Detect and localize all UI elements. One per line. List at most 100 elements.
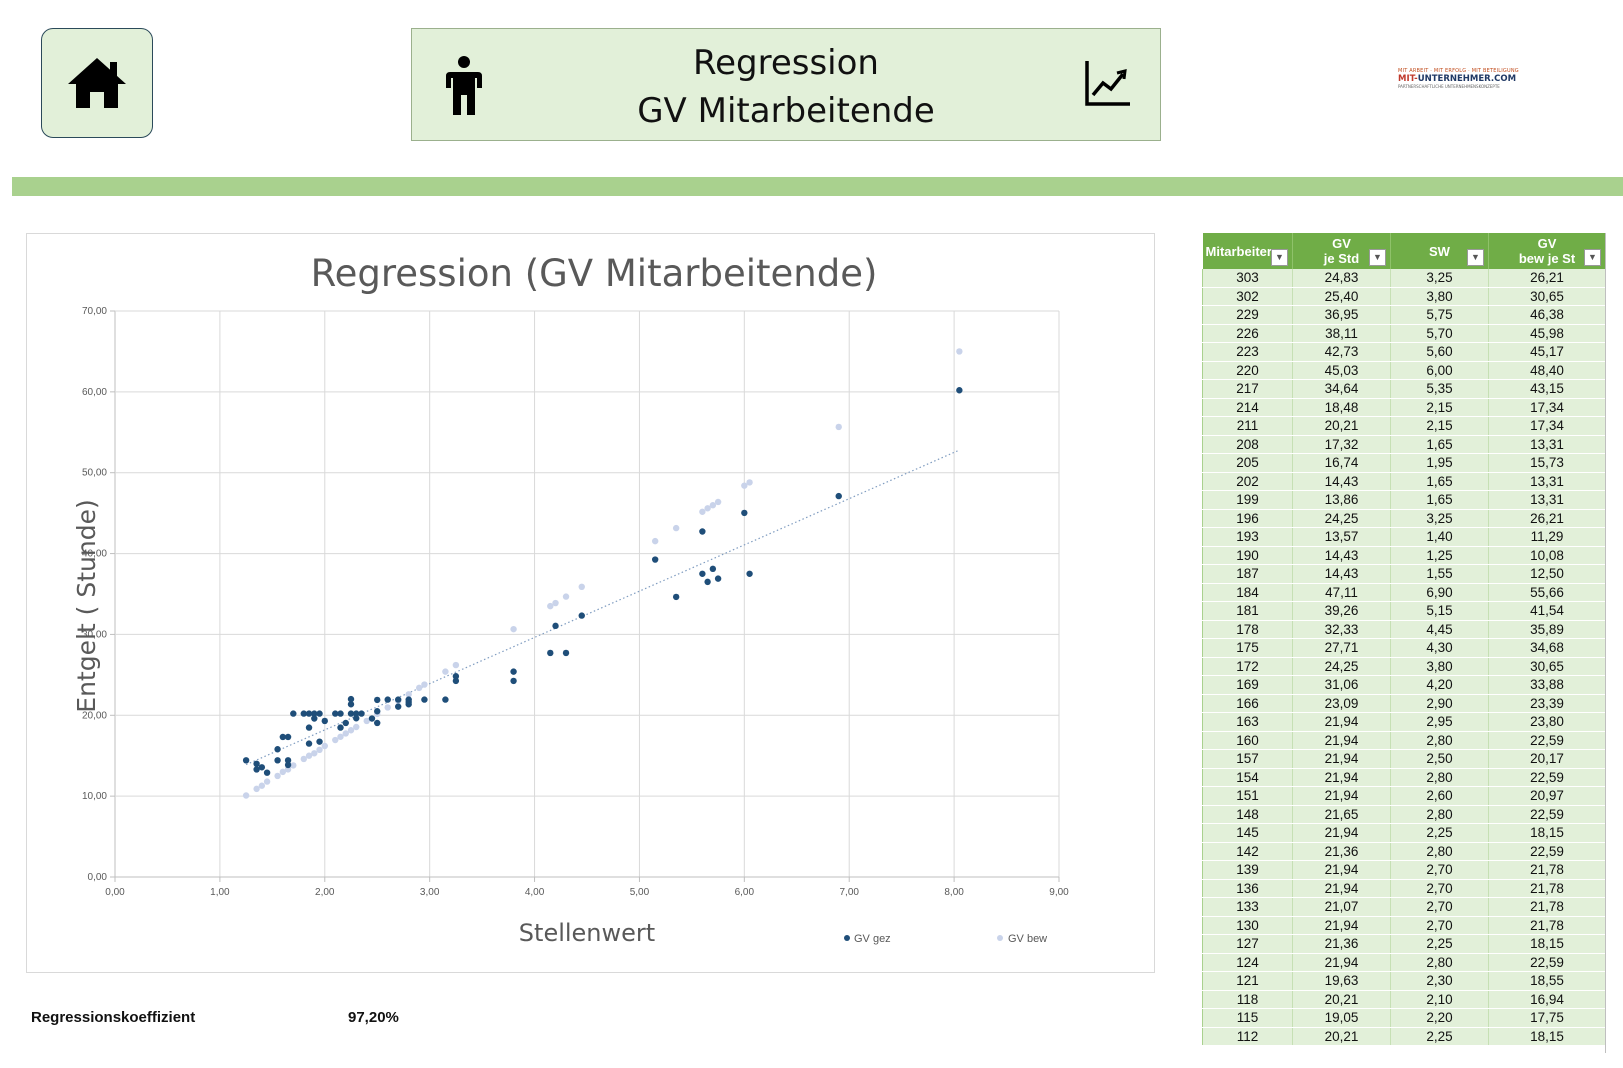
table-cell[interactable]: 38,11 <box>1292 324 1391 343</box>
data-point-gv-gez[interactable] <box>321 717 328 725</box>
data-point-gv-bew[interactable] <box>835 423 842 431</box>
data-point-gv-gez[interactable] <box>242 757 250 764</box>
data-point-gv-gez[interactable] <box>405 698 412 706</box>
table-row[interactable]: 175 27,71 4,30 34,68 <box>1202 638 1605 658</box>
table-cell[interactable]: 1,25 <box>1390 546 1489 565</box>
table-cell[interactable]: 39,26 <box>1292 601 1391 621</box>
table-cell[interactable]: 13,57 <box>1292 527 1391 547</box>
table-cell[interactable]: 21,94 <box>1292 860 1391 880</box>
table-cell[interactable]: 43,15 <box>1488 379 1605 399</box>
data-point-gv-bew[interactable] <box>741 482 748 489</box>
data-point-gv-gez[interactable] <box>311 715 318 722</box>
table-cell[interactable]: 18,15 <box>1488 1027 1605 1046</box>
table-cell[interactable]: 2,80 <box>1390 842 1489 861</box>
data-point-gv-gez[interactable] <box>305 724 313 731</box>
table-cell[interactable]: 26,21 <box>1488 269 1605 288</box>
table-cell[interactable]: 2,10 <box>1390 990 1489 1009</box>
table-cell[interactable]: 184 <box>1202 583 1293 602</box>
table-cell[interactable]: 22,59 <box>1488 953 1605 972</box>
table-cell[interactable]: 3,25 <box>1390 509 1489 528</box>
table-cell[interactable]: 175 <box>1202 638 1293 658</box>
table-cell[interactable]: 45,03 <box>1292 361 1391 380</box>
data-point-gv-gez[interactable] <box>547 649 554 657</box>
data-point-gv-bew[interactable] <box>714 498 722 506</box>
table-cell[interactable]: 121 <box>1202 971 1293 991</box>
data-point-gv-gez[interactable] <box>253 760 260 767</box>
table-cell[interactable]: 21,94 <box>1292 916 1391 935</box>
table-cell[interactable]: 2,25 <box>1390 823 1489 843</box>
table-cell[interactable]: 2,60 <box>1390 786 1489 806</box>
table-row[interactable]: 169 31,06 4,20 33,88 <box>1202 675 1605 695</box>
filter-dropdown-icon[interactable]: ▼ <box>1271 249 1288 266</box>
table-row[interactable]: 130 21,94 2,70 21,78 <box>1202 916 1605 935</box>
table-row[interactable]: 127 21,36 2,25 18,15 <box>1202 934 1605 954</box>
table-row[interactable]: 148 21,65 2,80 22,59 <box>1202 805 1605 824</box>
table-cell[interactable]: 22,59 <box>1488 842 1605 861</box>
data-point-gv-bew[interactable] <box>279 768 287 776</box>
data-point-gv-gez[interactable] <box>337 724 344 731</box>
table-cell[interactable]: 24,83 <box>1292 269 1391 288</box>
data-point-gv-gez[interactable] <box>253 766 260 773</box>
data-point-gv-gez[interactable] <box>284 757 292 764</box>
data-point-gv-gez[interactable] <box>714 575 722 582</box>
table-cell[interactable]: 2,50 <box>1390 749 1489 769</box>
table-cell[interactable]: 303 <box>1202 269 1293 288</box>
table-row[interactable]: 136 21,94 2,70 21,78 <box>1202 879 1605 898</box>
data-point-gv-bew[interactable] <box>384 704 391 711</box>
table-cell[interactable]: 3,80 <box>1390 657 1489 676</box>
table-cell[interactable]: 199 <box>1202 490 1293 510</box>
table-cell[interactable]: 5,35 <box>1390 379 1489 399</box>
table-cell[interactable]: 133 <box>1202 897 1293 917</box>
table-cell[interactable]: 1,55 <box>1390 564 1489 584</box>
table-cell[interactable]: 2,80 <box>1390 953 1489 972</box>
table-cell[interactable]: 130 <box>1202 916 1293 935</box>
table-row[interactable]: 184 47,11 6,90 55,66 <box>1202 583 1605 602</box>
table-cell[interactable]: 2,70 <box>1390 860 1489 880</box>
data-point-gv-gez[interactable] <box>421 696 428 703</box>
data-point-gv-bew[interactable] <box>347 727 355 734</box>
data-point-gv-bew[interactable] <box>415 684 423 692</box>
data-point-gv-bew[interactable] <box>353 723 360 731</box>
data-point-gv-gez[interactable] <box>353 710 360 717</box>
table-cell[interactable]: 23,39 <box>1488 694 1605 713</box>
table-cell[interactable]: 30,65 <box>1488 657 1605 676</box>
table-cell[interactable]: 25,40 <box>1292 287 1391 306</box>
table-cell[interactable]: 21,94 <box>1292 768 1391 787</box>
table-cell[interactable]: 211 <box>1202 416 1293 436</box>
data-point-gv-gez[interactable] <box>395 703 402 710</box>
table-cell[interactable]: 27,71 <box>1292 638 1391 658</box>
data-point-gv-bew[interactable] <box>552 599 559 607</box>
table-cell[interactable]: 14,43 <box>1292 472 1391 491</box>
data-point-gv-bew[interactable] <box>311 750 318 757</box>
table-row[interactable]: 115 19,05 2,20 17,75 <box>1202 1008 1605 1028</box>
table-row[interactable]: 205 16,74 1,95 15,73 <box>1202 453 1605 473</box>
table-cell[interactable]: 2,80 <box>1390 768 1489 787</box>
table-cell[interactable]: 20,17 <box>1488 749 1605 769</box>
table-cell[interactable]: 13,31 <box>1488 435 1605 454</box>
table-cell[interactable]: 21,78 <box>1488 916 1605 935</box>
table-cell[interactable]: 6,90 <box>1390 583 1489 602</box>
table-row[interactable]: 196 24,25 3,25 26,21 <box>1202 509 1605 528</box>
data-point-gv-bew[interactable] <box>263 778 271 785</box>
table-cell[interactable]: 1,65 <box>1390 435 1489 454</box>
table-cell[interactable]: 118 <box>1202 990 1293 1009</box>
table-cell[interactable]: 190 <box>1202 546 1293 565</box>
table-cell[interactable]: 20,21 <box>1292 990 1391 1009</box>
data-point-gv-gez[interactable] <box>562 649 570 657</box>
table-cell[interactable]: 23,09 <box>1292 694 1391 713</box>
table-cell[interactable]: 21,94 <box>1292 749 1391 769</box>
table-cell[interactable]: 48,40 <box>1488 361 1605 380</box>
table-cell[interactable]: 26,21 <box>1488 509 1605 528</box>
data-point-gv-gez[interactable] <box>709 565 717 573</box>
table-cell[interactable]: 2,90 <box>1390 694 1489 713</box>
data-point-gv-gez[interactable] <box>452 677 460 685</box>
data-point-gv-gez[interactable] <box>284 761 292 769</box>
data-point-gv-gez[interactable] <box>347 695 355 703</box>
table-cell[interactable]: 223 <box>1202 342 1293 362</box>
data-point-gv-gez[interactable] <box>337 710 344 717</box>
table-cell[interactable]: 154 <box>1202 768 1293 787</box>
table-cell[interactable]: 2,25 <box>1390 1027 1489 1046</box>
table-row[interactable]: 190 14,43 1,25 10,08 <box>1202 546 1605 565</box>
table-cell[interactable]: 33,88 <box>1488 675 1605 695</box>
table-cell[interactable]: 115 <box>1202 1008 1293 1028</box>
